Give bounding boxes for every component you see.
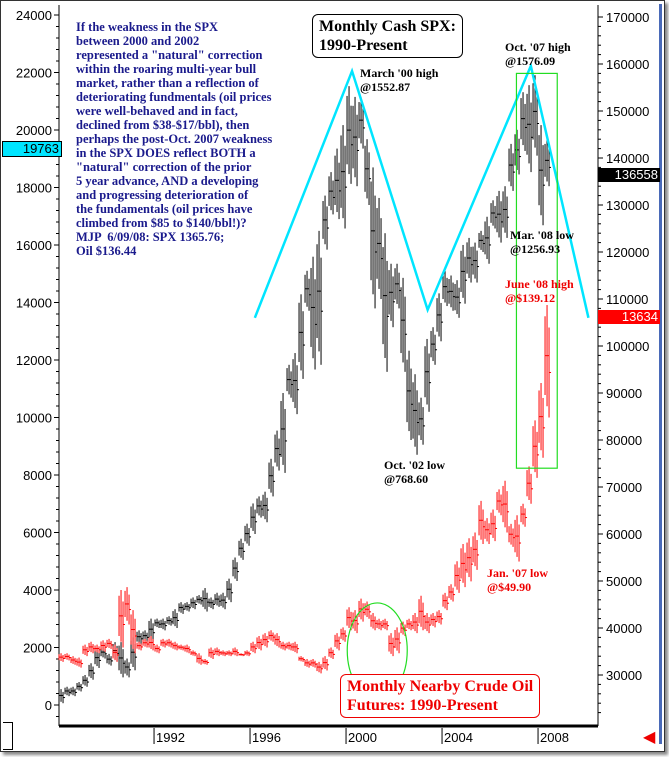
right-tick-label: 30000 [606, 668, 642, 683]
left-tick-label: 6000 [23, 526, 52, 541]
annotation-jan07-low: Jan. '07 low @$49.90 [487, 566, 549, 594]
right-tick-label: 50000 [606, 574, 642, 589]
right-tick-label: 170000 [606, 10, 649, 25]
left-tick-label: 18000 [16, 181, 52, 196]
right-tick-label: 60000 [606, 527, 642, 542]
x-tick-label: 2000 [348, 730, 377, 745]
oil-title: Monthly Nearby Crude Oil Futures: 1990-P… [340, 674, 541, 718]
right-tick-label: 130000 [606, 198, 649, 213]
x-tick-label: 1996 [252, 730, 281, 745]
left-tick-label: 14000 [16, 296, 52, 311]
left-tick-label: 8000 [23, 468, 52, 483]
left-tick-label: 4000 [23, 583, 52, 598]
x-tick-label: 2008 [540, 730, 569, 745]
left-tick-label: 16000 [16, 238, 52, 253]
window-edge [659, 4, 662, 744]
right-tick-label: 40000 [606, 621, 642, 636]
right-tick-label: 150000 [606, 104, 649, 119]
left-tick-label: 10000 [16, 411, 52, 426]
left-tick-label: 2000 [23, 641, 52, 656]
right-tick-label: 160000 [606, 57, 649, 72]
left-tick-label: 12000 [16, 353, 52, 368]
trend-line [253, 61, 590, 319]
left-tick-label: 22000 [16, 66, 52, 81]
left-arrow-icon[interactable]: ◀ [643, 729, 656, 746]
annotation-march00-high: March '00 high @1552.87 [360, 66, 439, 94]
spx-title: Monthly Cash SPX: 1990-Present [312, 14, 463, 58]
right-tick-label: 120000 [606, 245, 649, 260]
scroll-box[interactable] [3, 722, 13, 750]
annotation-june08-high: June '08 high @$139.12 [505, 277, 574, 305]
left-axis-marker: 19763 [2, 141, 62, 157]
x-tick-label: 1992 [156, 730, 185, 745]
x-tick-label: 2004 [444, 730, 473, 745]
oil-last-value-marker: 13634 [598, 310, 660, 324]
annotation-oct07-high: Oct. '07 high @1576.09 [505, 40, 571, 68]
left-tick-label: 24000 [16, 8, 52, 23]
right-tick-label: 140000 [606, 151, 649, 166]
highlight-box [515, 72, 558, 469]
right-tick-label: 100000 [606, 339, 649, 354]
annotation-mar08-low: Mar. '08 low @1256.93 [510, 228, 574, 256]
left-tick-label: 20000 [16, 123, 52, 138]
commentary-text: If the weakness in the SPX between 2000 … [76, 20, 273, 258]
annotation-oct02-low: Oct. '02 low @768.60 [384, 458, 445, 486]
right-tick-label: 80000 [606, 433, 642, 448]
right-tick-label: 110000 [606, 292, 648, 307]
right-tick-label: 70000 [606, 480, 642, 495]
spx-last-value-marker: 136558 [598, 168, 660, 182]
left-tick-label: 0 [45, 698, 52, 713]
right-tick-label: 90000 [606, 386, 642, 401]
